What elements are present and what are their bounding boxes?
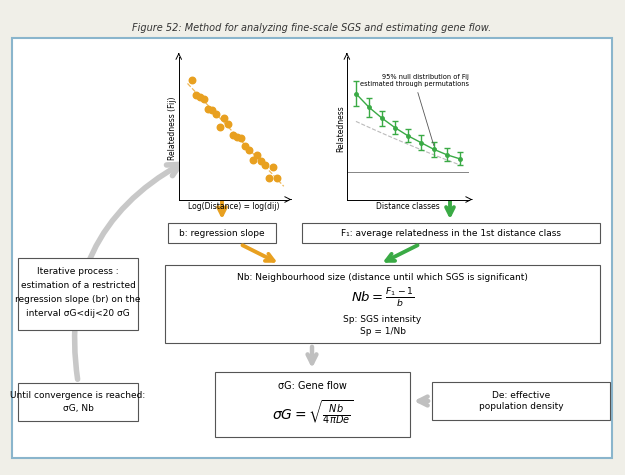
- Point: [264, 174, 274, 182]
- X-axis label: Distance classes: Distance classes: [376, 202, 440, 211]
- FancyBboxPatch shape: [18, 258, 138, 330]
- FancyBboxPatch shape: [302, 223, 600, 243]
- Point: [215, 124, 226, 131]
- Point: [256, 158, 266, 165]
- Point: [199, 95, 209, 103]
- Point: [203, 105, 213, 113]
- Point: [244, 146, 254, 154]
- Point: [252, 151, 262, 159]
- FancyBboxPatch shape: [12, 38, 612, 458]
- FancyBboxPatch shape: [432, 382, 610, 420]
- Point: [219, 114, 229, 122]
- Text: Nb: Neighbourhood size (distance until which SGS is significant): Nb: Neighbourhood size (distance until w…: [237, 274, 528, 283]
- FancyBboxPatch shape: [215, 372, 410, 437]
- Text: 95% null distribution of Fij
estimated through permutations: 95% null distribution of Fij estimated t…: [360, 74, 469, 145]
- FancyBboxPatch shape: [18, 383, 138, 421]
- Text: b: regression slope: b: regression slope: [179, 228, 265, 238]
- Text: Sp: SGS intensity: Sp: SGS intensity: [343, 315, 422, 324]
- Text: estimation of a restricted: estimation of a restricted: [21, 281, 136, 289]
- Text: $\sigma G = \sqrt{\frac{Nb}{4\pi De}}$: $\sigma G = \sqrt{\frac{Nb}{4\pi De}}$: [271, 398, 354, 426]
- Text: De: effective
population density: De: effective population density: [479, 391, 563, 411]
- Text: Iterative process :: Iterative process :: [38, 266, 119, 276]
- Text: σG: Gene flow: σG: Gene flow: [278, 381, 347, 391]
- Point: [240, 142, 250, 150]
- Text: Sp = 1/Nb: Sp = 1/Nb: [359, 327, 406, 336]
- Y-axis label: Relatedness (Fij): Relatedness (Fij): [168, 96, 177, 160]
- Point: [236, 134, 246, 142]
- Point: [231, 133, 241, 141]
- Point: [211, 110, 221, 118]
- Text: F₁: average relatedness in the 1st distance class: F₁: average relatedness in the 1st dista…: [341, 228, 561, 238]
- Point: [268, 163, 278, 171]
- Point: [228, 131, 238, 138]
- Point: [187, 76, 197, 84]
- Text: Until convergence is reached:: Until convergence is reached:: [11, 391, 146, 400]
- Point: [260, 161, 270, 169]
- Text: interval σG<dij<20 σG: interval σG<dij<20 σG: [26, 308, 130, 317]
- Text: $Nb = \frac{F_1-1}{b}$: $Nb = \frac{F_1-1}{b}$: [351, 286, 414, 310]
- Text: Figure 52: Method for analyzing fine-scale SGS and estimating gene flow.: Figure 52: Method for analyzing fine-sca…: [132, 23, 492, 33]
- Y-axis label: Relatedness: Relatedness: [336, 105, 346, 152]
- Point: [272, 175, 282, 182]
- Point: [248, 157, 258, 164]
- Point: [191, 91, 201, 99]
- Point: [195, 93, 205, 100]
- Point: [224, 120, 234, 128]
- Text: σG, Nb: σG, Nb: [62, 405, 94, 414]
- FancyBboxPatch shape: [165, 265, 600, 343]
- Point: [207, 106, 217, 114]
- Text: regression slope (br) on the: regression slope (br) on the: [15, 294, 141, 304]
- X-axis label: Log(Distance) = log(dij): Log(Distance) = log(dij): [188, 202, 279, 211]
- FancyBboxPatch shape: [168, 223, 276, 243]
